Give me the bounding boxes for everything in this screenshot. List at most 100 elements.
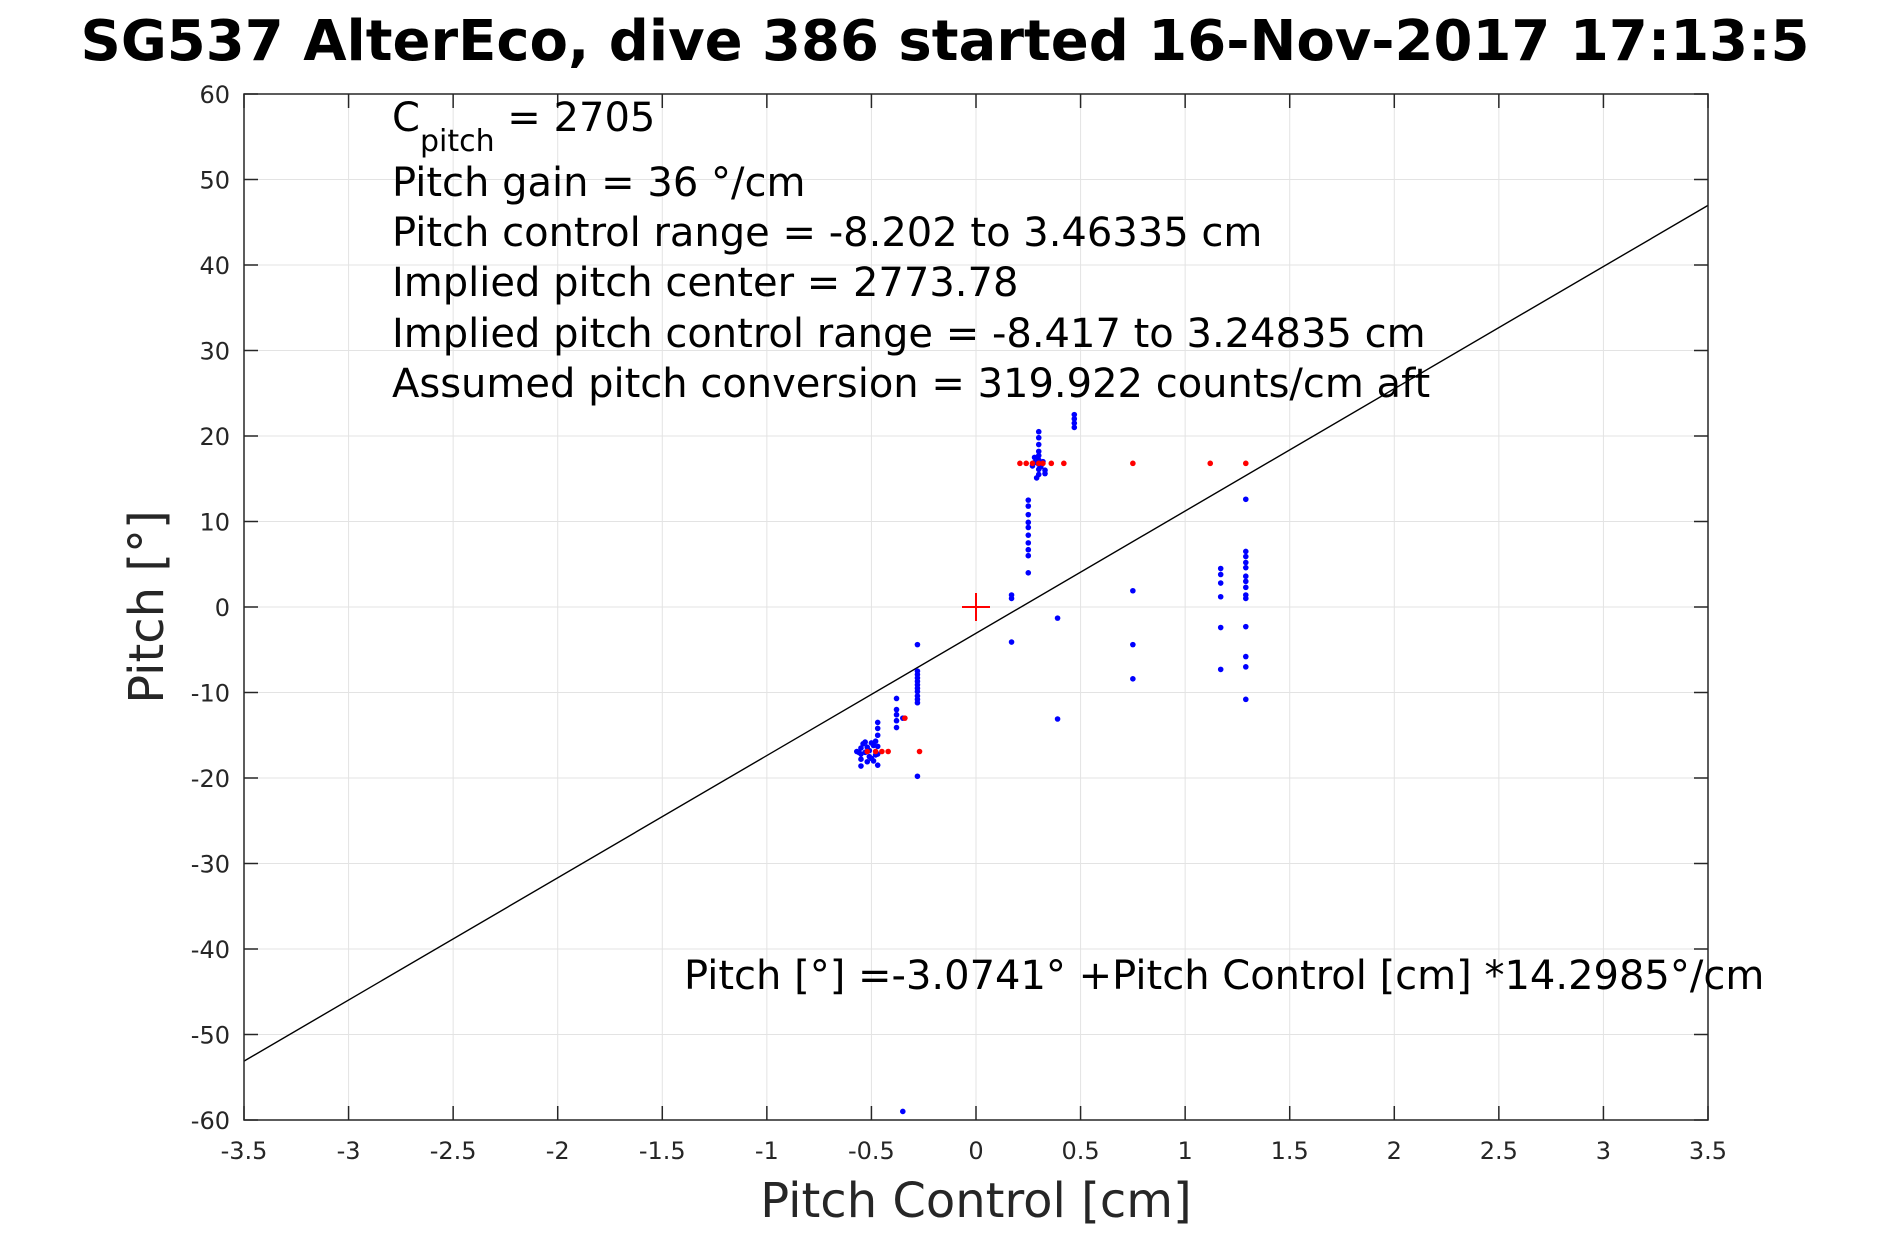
x-tick-label: -2.5 (430, 1137, 477, 1165)
scatter-point-series-1 (1242, 496, 1249, 503)
scatter-point-series-1 (1008, 595, 1015, 602)
annotation-conversion: Assumed pitch conversion = 319.922 count… (392, 361, 1430, 407)
scatter-point-series-1 (1242, 559, 1249, 566)
scatter-point-series-1 (1217, 580, 1224, 586)
y-tick-label: -40 (191, 936, 230, 964)
scatter-point-series-2 (1207, 460, 1214, 467)
y-tick-label: 10 (199, 509, 230, 537)
scatter-point-series-1 (1242, 696, 1249, 703)
scatter-point-series-1 (874, 743, 881, 750)
scatter-point-series-1 (1242, 548, 1249, 555)
scatter-point-series-1 (893, 717, 900, 724)
scatter-point-series-1 (1054, 615, 1061, 621)
scatter-point-series-2 (1017, 460, 1023, 467)
scatter-point-series-1 (1035, 441, 1042, 448)
ticks (243, 93, 1709, 1121)
scatter-point-series-1 (1033, 475, 1040, 481)
scatter-point-series-1 (1025, 546, 1032, 553)
y-tick-label: -10 (191, 680, 230, 708)
c-pitch-value: = 2705 (495, 95, 656, 141)
scatter-point-series-1 (1071, 424, 1078, 431)
c-pitch-subscript: pitch (420, 124, 495, 159)
x-tick-label: 2 (1387, 1137, 1402, 1165)
scatter-point-series-1 (1025, 519, 1032, 526)
scatter-point-series-1 (858, 756, 864, 762)
scatter-point-series-1 (1217, 593, 1224, 600)
scatter-point-series-1 (1025, 552, 1032, 559)
scatter-point-series-1 (1130, 587, 1136, 594)
scatter-point-series-1 (874, 719, 881, 726)
scatter-point-series-1 (1217, 571, 1224, 578)
scatter-point-series-2 (1048, 460, 1055, 467)
scatter-point-series-1 (1025, 524, 1032, 531)
scatter-point-series-1 (1242, 584, 1249, 591)
plot-area (243, 93, 1709, 1121)
y-tick-labels: -60 -50 -40 -30 -20 -10 0 10 20 30 40 50 60 (191, 81, 230, 1135)
scatter-point-series-1 (1025, 497, 1032, 503)
x-tick-labels: -3.5 -3 -2.5 -2 -1.5 -1 -0.5 0 0.5 1 1.5 2 2.5 3 3.5 (221, 1137, 1728, 1165)
scatter-point-series-1 (1025, 503, 1032, 509)
scatter-point-series-2 (879, 748, 885, 755)
scatter-point-series-1 (1242, 623, 1249, 630)
scatter-point-series-1 (1242, 573, 1249, 580)
x-tick-label: -0.5 (848, 1137, 895, 1165)
y-tick-label: 60 (199, 81, 230, 109)
scatter-point-series-1 (858, 745, 864, 751)
chart-title: SG537 AlterEco, dive 386 started 16-Nov-… (81, 9, 1810, 74)
y-tick-label: 50 (199, 167, 230, 195)
x-tick-label: -3.5 (221, 1137, 268, 1165)
annotation-control-range: Pitch control range = -8.202 to 3.46335 … (392, 210, 1262, 256)
scatter-point-series-1 (1025, 511, 1032, 518)
scatter-point-series-2 (1242, 460, 1249, 467)
scatter-point-series-1 (874, 725, 881, 732)
scatter-point-series-1 (1035, 448, 1042, 455)
scatter-point-series-1 (893, 724, 900, 731)
scatter-point-series-1 (870, 742, 877, 749)
scatter-point-series-1 (1042, 470, 1048, 477)
scatter-point-series-1 (1054, 716, 1061, 722)
scatter-point-series-1 (862, 739, 868, 745)
scatter-point-series-1 (1025, 570, 1032, 576)
x-tick-label: 0.5 (1061, 1137, 1099, 1165)
scatter-point-series-2 (1130, 460, 1136, 467)
scatter-point-series-1 (1035, 428, 1042, 435)
y-tick-label: -60 (191, 1107, 230, 1135)
c-pitch-symbol: C (392, 95, 420, 141)
scatter-point-series-1 (914, 773, 921, 780)
scatter-point-series-1 (1242, 564, 1249, 571)
annotation-c-pitch: Cpitch = 2705 (392, 95, 655, 159)
y-tick-label: -50 (191, 1022, 230, 1050)
scatter-point-series-2 (872, 748, 879, 755)
fit-line-layer (243, 204, 1709, 1062)
scatter-point-series-1 (870, 758, 877, 764)
scatter-point-series-1 (1071, 420, 1078, 426)
scatter-point-series-1 (1130, 676, 1136, 682)
x-tick-label: -3 (337, 1137, 361, 1165)
annotation-implied-range: Implied pitch control range = -8.417 to … (392, 311, 1426, 357)
scatter-point-series-1 (893, 711, 900, 718)
y-tick-label: 40 (199, 252, 230, 280)
scatter-point-series-1 (893, 695, 900, 702)
fit-equation: Pitch [°] =-3.0741° +Pitch Control [cm] … (684, 953, 1764, 999)
annotation-block: Cpitch = 2705 Pitch gain = 36 °/cm Pitch… (392, 95, 1430, 407)
scatter-point-series-1 (1242, 664, 1249, 670)
scatter-point-series-2 (1029, 460, 1036, 467)
y-tick-label: -20 (191, 765, 230, 793)
scatter-point-series-1 (874, 762, 881, 768)
y-tick-label: 20 (199, 423, 230, 451)
scatter-point-series-2 (1040, 460, 1046, 467)
scatter-point-series-1 (1217, 624, 1224, 631)
scatter-point-series-1 (900, 1108, 906, 1115)
x-tick-label: 0 (968, 1137, 983, 1165)
scatter-point-series-1 (1242, 578, 1249, 585)
scatter-point-series-1 (914, 699, 921, 706)
annotation-pitch-gain: Pitch gain = 36 °/cm (392, 160, 805, 206)
scatter-point-series-2 (1023, 460, 1029, 467)
scatter-point-series-1 (1071, 416, 1078, 422)
scatter-point-series-1 (1242, 595, 1249, 602)
x-tick-label: 1.5 (1271, 1137, 1309, 1165)
scatter-point-series-1 (893, 706, 900, 713)
scatter-point-series-2 (902, 715, 908, 721)
scatter-point-series-2 (864, 748, 871, 755)
